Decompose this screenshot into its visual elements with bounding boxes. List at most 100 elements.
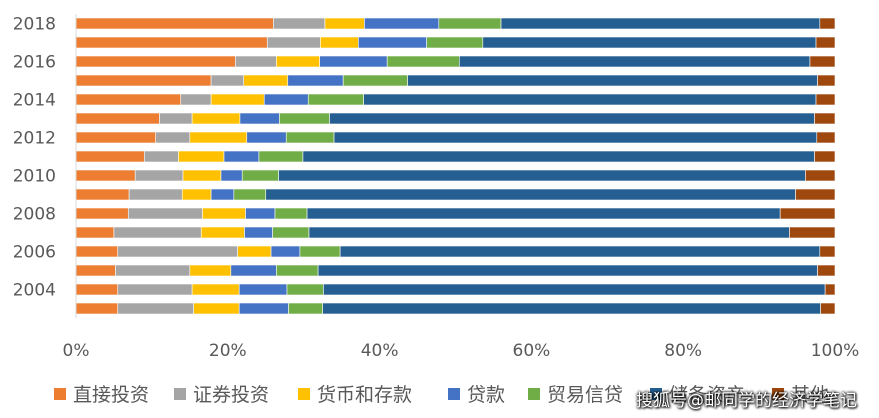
bar-segment-2016-4 bbox=[386, 55, 460, 68]
legend-swatch-0 bbox=[54, 388, 66, 400]
legend-label-3: 贷款 bbox=[467, 384, 505, 406]
bar-segment-2007-6 bbox=[789, 226, 836, 239]
bar-segment-2008-4 bbox=[274, 207, 308, 220]
bar-segment-2017-0 bbox=[75, 36, 268, 49]
bar-segment-2012-0 bbox=[75, 131, 156, 144]
legend-swatch-6 bbox=[772, 388, 784, 400]
bar-segment-2010-1 bbox=[134, 169, 184, 182]
bar-segment-2004-3 bbox=[238, 283, 288, 296]
bar-segment-2013-3 bbox=[239, 112, 280, 125]
y-tick-label-2018: 2018 bbox=[13, 15, 56, 35]
bar-segment-2016-1 bbox=[235, 55, 277, 68]
bar-segment-2009-3 bbox=[210, 188, 235, 201]
bar-segment-2008-0 bbox=[75, 207, 129, 220]
bar-segment-2014-1 bbox=[180, 93, 212, 106]
bar-segment-2014-0 bbox=[75, 93, 182, 106]
bar-segment-2005-2 bbox=[189, 264, 232, 277]
bar-segment-2006-6 bbox=[819, 245, 836, 258]
x-tick-label-40: 40% bbox=[361, 341, 399, 361]
bar-segment-2018-5 bbox=[500, 17, 821, 30]
bar-segment-2003-6 bbox=[820, 302, 836, 315]
bar-segment-2013-0 bbox=[75, 112, 160, 125]
bar-segment-2014-2 bbox=[210, 93, 265, 106]
bar-segment-2009-1 bbox=[128, 188, 183, 201]
y-tick-label-2014: 2014 bbox=[13, 91, 56, 111]
legend-label-0: 直接投资 bbox=[73, 384, 149, 406]
bar-segment-2007-2 bbox=[200, 226, 245, 239]
legend-label-2: 货币和存款 bbox=[317, 384, 412, 406]
bar-segment-2016-0 bbox=[75, 55, 236, 68]
bar-segment-2008-6 bbox=[779, 207, 836, 220]
bar-segment-2011-3 bbox=[223, 150, 260, 163]
legend: 直接投资 证券投资 货币和存款 贷款 贸易信贷 储备资产 其他 bbox=[54, 384, 829, 406]
x-tick-label-80: 80% bbox=[664, 341, 702, 361]
y-tick-labels: 2004 2006 2008 2010 2012 2014 2016 2018 bbox=[13, 15, 56, 301]
bar-segment-2012-5 bbox=[333, 131, 818, 144]
bar-segment-2003-5 bbox=[322, 302, 821, 315]
bar-segment-2004-2 bbox=[191, 283, 240, 296]
bar-segment-2008-5 bbox=[306, 207, 781, 220]
bar-segment-2012-3 bbox=[246, 131, 287, 144]
bar-segment-2004-6 bbox=[824, 283, 836, 296]
bar-segment-2009-0 bbox=[75, 188, 130, 201]
bar-segment-2015-2 bbox=[243, 74, 289, 87]
bar-segment-2013-1 bbox=[159, 112, 193, 125]
bar-segment-2006-1 bbox=[117, 245, 238, 258]
bar-segment-2007-1 bbox=[113, 226, 202, 239]
x-tick-label-60: 60% bbox=[513, 341, 551, 361]
bar-segment-2017-3 bbox=[358, 36, 427, 49]
bar-segment-2006-3 bbox=[270, 245, 301, 258]
bar-segment-2011-1 bbox=[144, 150, 179, 163]
bar-segment-2014-4 bbox=[307, 93, 364, 106]
bar-segment-2018-0 bbox=[75, 17, 274, 30]
bar-segment-2005-0 bbox=[75, 264, 116, 277]
legend-swatch-4 bbox=[528, 388, 540, 400]
bar-segment-2009-6 bbox=[795, 188, 836, 201]
y-tick-label-2006: 2006 bbox=[13, 243, 56, 263]
legend-label-4: 贸易信贷 bbox=[547, 384, 623, 406]
bars-layer bbox=[75, 17, 836, 315]
x-tick-labels: 0% 20% 40% 60% 80% 100% bbox=[63, 341, 860, 361]
x-tick-label-100: 100% bbox=[811, 341, 860, 361]
y-tick-label-2004: 2004 bbox=[13, 281, 56, 301]
legend-swatch-3 bbox=[448, 388, 460, 400]
bar-segment-2011-5 bbox=[302, 150, 815, 163]
y-tick-label-2008: 2008 bbox=[13, 205, 56, 225]
bar-segment-2004-4 bbox=[286, 283, 324, 296]
bar-segment-2015-5 bbox=[407, 74, 818, 87]
bar-segment-2005-1 bbox=[115, 264, 191, 277]
bar-segment-2017-1 bbox=[266, 36, 321, 49]
bar-segment-2011-4 bbox=[258, 150, 304, 163]
bar-segment-2007-5 bbox=[308, 226, 790, 239]
bar-segment-2010-4 bbox=[241, 169, 279, 182]
y-tick-label-2010: 2010 bbox=[13, 167, 56, 187]
bar-segment-2012-2 bbox=[189, 131, 248, 144]
bar-segment-2005-5 bbox=[317, 264, 818, 277]
bar-segment-2017-5 bbox=[482, 36, 817, 49]
bar-segment-2003-4 bbox=[288, 302, 323, 315]
bar-segment-2007-3 bbox=[244, 226, 273, 239]
legend-label-5: 储备资产 bbox=[669, 384, 745, 406]
bar-segment-2006-0 bbox=[75, 245, 119, 258]
bar-segment-2015-0 bbox=[75, 74, 212, 87]
bar-segment-2016-2 bbox=[276, 55, 320, 68]
bar-segment-2006-2 bbox=[237, 245, 272, 258]
bar-segment-2005-3 bbox=[230, 264, 277, 277]
bar-segment-2018-3 bbox=[364, 17, 440, 30]
bar-segment-2006-4 bbox=[299, 245, 341, 258]
bar-segment-2016-3 bbox=[319, 55, 388, 68]
bar-segment-2017-4 bbox=[426, 36, 484, 49]
bar-segment-2016-5 bbox=[458, 55, 811, 68]
bar-segment-2004-5 bbox=[323, 283, 826, 296]
bar-segment-2009-2 bbox=[181, 188, 212, 201]
bar-segment-2018-2 bbox=[324, 17, 365, 30]
bar-segment-2011-2 bbox=[178, 150, 225, 163]
legend-label-1: 证券投资 bbox=[193, 384, 269, 406]
bar-segment-2003-3 bbox=[238, 302, 289, 315]
bar-segment-2010-2 bbox=[182, 169, 222, 182]
bar-segment-2015-6 bbox=[817, 74, 836, 87]
bar-segment-2011-0 bbox=[75, 150, 145, 163]
bar-segment-2009-4 bbox=[233, 188, 267, 201]
bar-segment-2004-1 bbox=[117, 283, 193, 296]
